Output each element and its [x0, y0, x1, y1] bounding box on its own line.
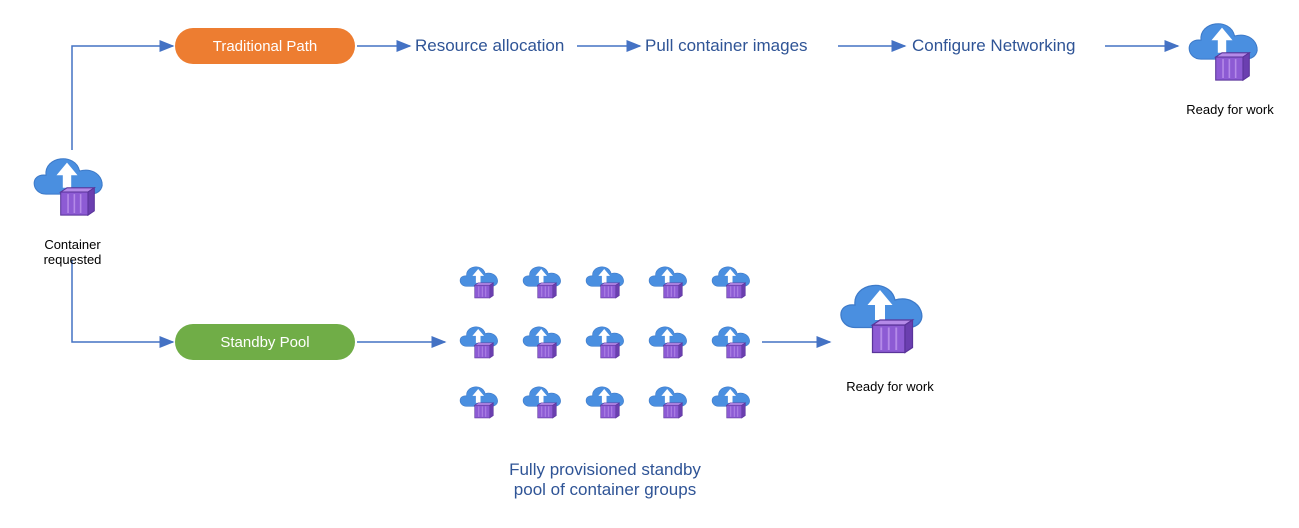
node-container-requested: Container requested: [25, 150, 120, 267]
cloud-container-icon: [830, 275, 945, 370]
ready-top-label: Ready for work: [1180, 102, 1280, 117]
step-pull-images: Pull container images: [645, 36, 808, 56]
node-ready-bottom: Ready for work: [830, 275, 950, 394]
node-traditional-path: Traditional Path: [175, 28, 355, 64]
pool-caption: Fully provisioned standby pool of contai…: [465, 460, 745, 500]
step-configure-networking: Configure Networking: [912, 36, 1075, 56]
step-resource-allocation: Resource allocation: [415, 36, 564, 56]
cloud-container-icon: [25, 150, 120, 230]
traditional-path-label: Traditional Path: [213, 38, 318, 55]
node-ready-top: Ready for work: [1180, 15, 1280, 117]
container-requested-label: Container requested: [25, 237, 120, 267]
standby-pool-label: Standby Pool: [220, 334, 309, 351]
ready-bottom-label: Ready for work: [830, 379, 950, 394]
standby-pool-grid: [455, 262, 775, 457]
node-standby-pool: Standby Pool: [175, 324, 355, 360]
cloud-container-icon: [1180, 15, 1275, 95]
